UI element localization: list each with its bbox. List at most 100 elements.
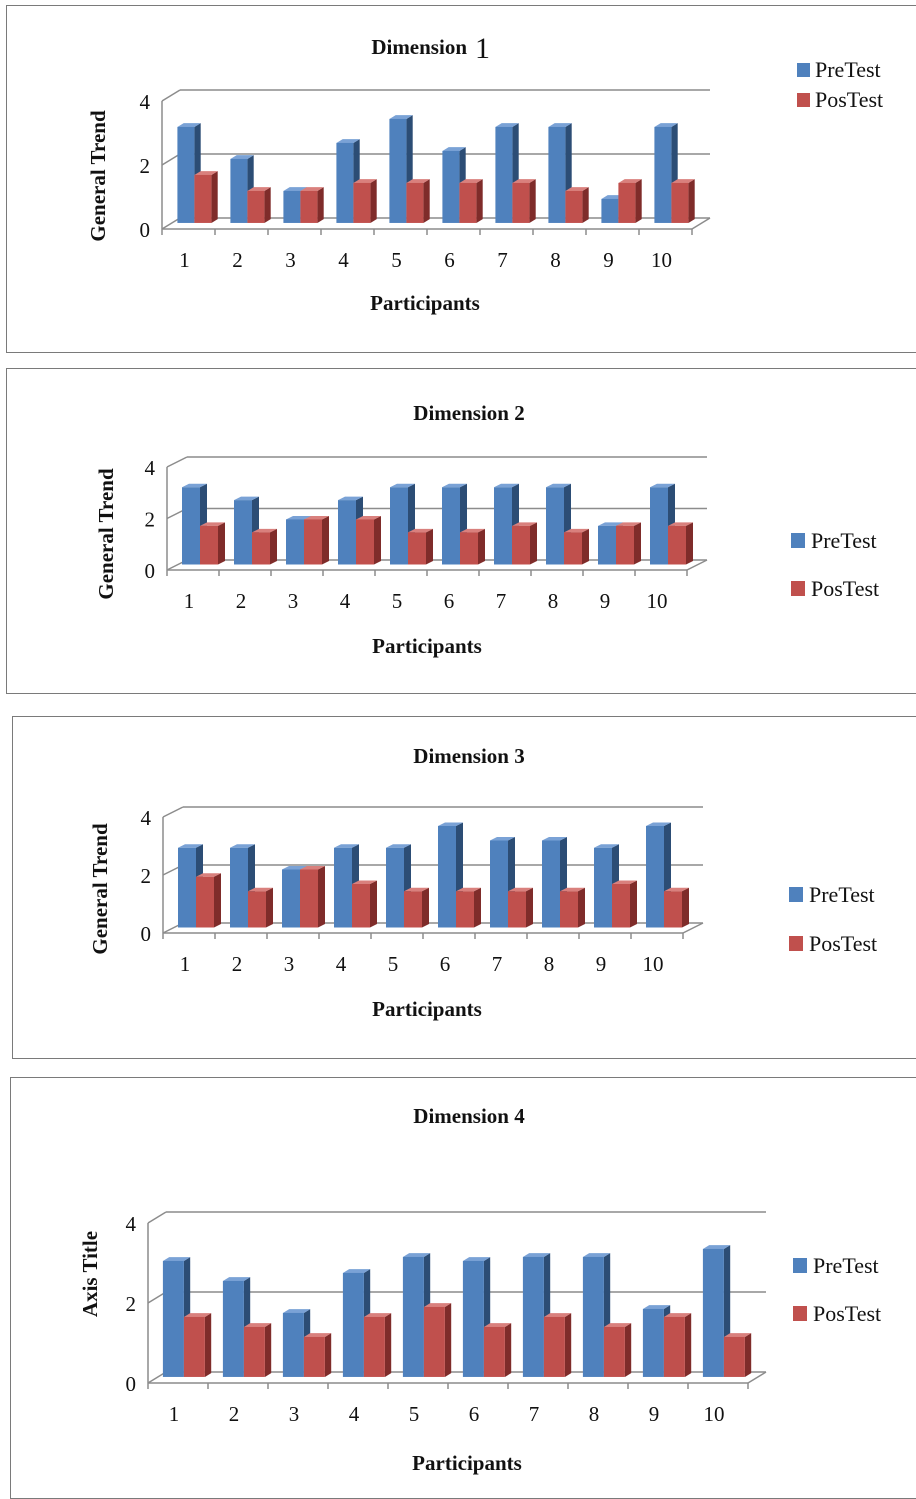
chart-panel-dimension-1: Dimension 1 General Trend Participants P… bbox=[6, 5, 916, 353]
x-axis-title: Participants bbox=[372, 634, 482, 658]
bar-postest bbox=[664, 887, 689, 928]
legend-label-postest: PosTest bbox=[813, 1301, 881, 1326]
x-tick-label: 9 bbox=[649, 1402, 660, 1426]
gridline-depth bbox=[162, 806, 184, 818]
legend: PreTest PosTest bbox=[793, 1253, 881, 1326]
x-tick-label: 6 bbox=[440, 952, 451, 976]
legend: PreTest PosTest bbox=[797, 57, 883, 112]
legend-label-postest: PosTest bbox=[811, 576, 879, 601]
bar-postest bbox=[565, 187, 589, 223]
x-axis-title: Participants bbox=[412, 1451, 522, 1475]
bar-postest bbox=[459, 179, 483, 223]
x-tick-label: 3 bbox=[289, 1402, 300, 1426]
bar-pretest bbox=[546, 483, 571, 565]
bar-postest bbox=[363, 1313, 392, 1377]
bar-postest bbox=[200, 522, 225, 565]
y-axis-title: Axis Title bbox=[78, 1231, 102, 1317]
legend-label-pretest: PreTest bbox=[809, 882, 875, 907]
chart-title-number: 1 bbox=[475, 32, 490, 65]
bar-postest bbox=[543, 1313, 572, 1377]
y-axis-title: General Trend bbox=[94, 468, 118, 600]
bar-postest bbox=[668, 522, 693, 565]
chart-dimension-4: Dimension 4 Axis Title Participants PreT… bbox=[78, 1104, 881, 1475]
plot-area: 0 2 4 1 2 3 4 5 6 7 8 9 10 bbox=[145, 456, 708, 613]
floor-edge bbox=[691, 217, 711, 230]
bar-postest bbox=[353, 179, 377, 223]
x-tick-label: 8 bbox=[548, 589, 559, 613]
x-tick-label: 2 bbox=[232, 248, 243, 272]
x-tick-label: 9 bbox=[596, 952, 607, 976]
legend-swatch-postest bbox=[797, 93, 810, 107]
x-tick-label: 6 bbox=[444, 248, 455, 272]
x-tick-label: 10 bbox=[651, 248, 672, 272]
x-tick-label: 3 bbox=[284, 952, 295, 976]
x-tick-label: 1 bbox=[180, 952, 191, 976]
bar-postest bbox=[300, 187, 324, 223]
legend-label-pretest: PreTest bbox=[815, 57, 881, 82]
x-tick-label: 5 bbox=[392, 589, 403, 613]
x-tick-label: 1 bbox=[179, 248, 190, 272]
x-tick-label: 10 bbox=[647, 589, 668, 613]
y-axis-title: General Trend bbox=[86, 110, 110, 242]
x-tick-label: 2 bbox=[236, 589, 247, 613]
chart-dimension-1: Dimension 1 General Trend Participants P… bbox=[86, 32, 883, 315]
bar-postest bbox=[456, 887, 481, 928]
bar-postest bbox=[671, 179, 695, 223]
bar-postest bbox=[612, 880, 637, 928]
bar-postest bbox=[304, 515, 329, 565]
legend-swatch-postest bbox=[789, 936, 803, 951]
y-tick-label: 2 bbox=[140, 154, 151, 178]
bar-postest bbox=[560, 887, 585, 928]
chart-title: Dimension 4 bbox=[413, 1104, 525, 1128]
x-tick-label: 5 bbox=[409, 1402, 420, 1426]
bar-postest bbox=[248, 887, 273, 928]
bar-postest bbox=[194, 171, 218, 223]
bar-postest bbox=[404, 887, 429, 928]
x-axis-title: Participants bbox=[372, 997, 482, 1021]
x-tick-label: 6 bbox=[444, 589, 455, 613]
bar-postest bbox=[300, 866, 325, 928]
floor-edge bbox=[682, 922, 704, 934]
legend-swatch-postest bbox=[791, 581, 805, 596]
y-axis-title: General Trend bbox=[88, 823, 112, 955]
y-tick-label: 4 bbox=[140, 90, 151, 114]
y-tick-label: 0 bbox=[141, 922, 152, 946]
bar-postest bbox=[512, 522, 537, 565]
gridline-depth bbox=[161, 217, 181, 230]
bar-postest bbox=[423, 1303, 452, 1377]
bar-postest bbox=[460, 528, 485, 565]
x-tick-label: 7 bbox=[492, 952, 503, 976]
y-tick-label: 2 bbox=[126, 1292, 137, 1316]
bar-postest bbox=[408, 528, 433, 565]
x-tick-label: 2 bbox=[232, 952, 243, 976]
x-axis-title: Participants bbox=[370, 291, 480, 315]
x-tick-label: 8 bbox=[550, 248, 561, 272]
chart-title: Dimension 2 bbox=[413, 401, 524, 425]
bar-postest bbox=[303, 1333, 332, 1377]
x-tick-label: 5 bbox=[388, 952, 399, 976]
x-tick-label: 1 bbox=[184, 589, 195, 613]
x-tick-label: 8 bbox=[589, 1402, 600, 1426]
bar-postest bbox=[196, 873, 221, 928]
x-tick-label: 4 bbox=[338, 248, 349, 272]
bar-postest bbox=[616, 522, 641, 565]
x-tick-label: 7 bbox=[496, 589, 507, 613]
y-tick-label: 4 bbox=[126, 1212, 137, 1236]
x-tick-label: 8 bbox=[544, 952, 555, 976]
bar-postest bbox=[406, 179, 430, 223]
legend: PreTest PosTest bbox=[791, 528, 879, 601]
plot-area: 0 2 4 1 2 3 4 5 6 7 8 9 10 bbox=[140, 89, 711, 272]
gridline-depth bbox=[147, 1211, 167, 1224]
bar-postest bbox=[252, 528, 277, 565]
bar-postest bbox=[247, 187, 271, 223]
x-tick-label: 1 bbox=[169, 1402, 180, 1426]
x-tick-label: 5 bbox=[391, 248, 402, 272]
legend: PreTest PosTest bbox=[789, 882, 877, 956]
legend-swatch-pretest bbox=[789, 887, 803, 902]
y-tick-label: 4 bbox=[145, 456, 156, 480]
x-tick-label: 9 bbox=[603, 248, 614, 272]
y-tick-label: 2 bbox=[145, 508, 156, 532]
chart-dimension-3: Dimension 3 General Trend Participants P… bbox=[88, 744, 877, 1021]
y-tick-label: 0 bbox=[140, 218, 151, 242]
legend-swatch-pretest bbox=[793, 1258, 807, 1273]
